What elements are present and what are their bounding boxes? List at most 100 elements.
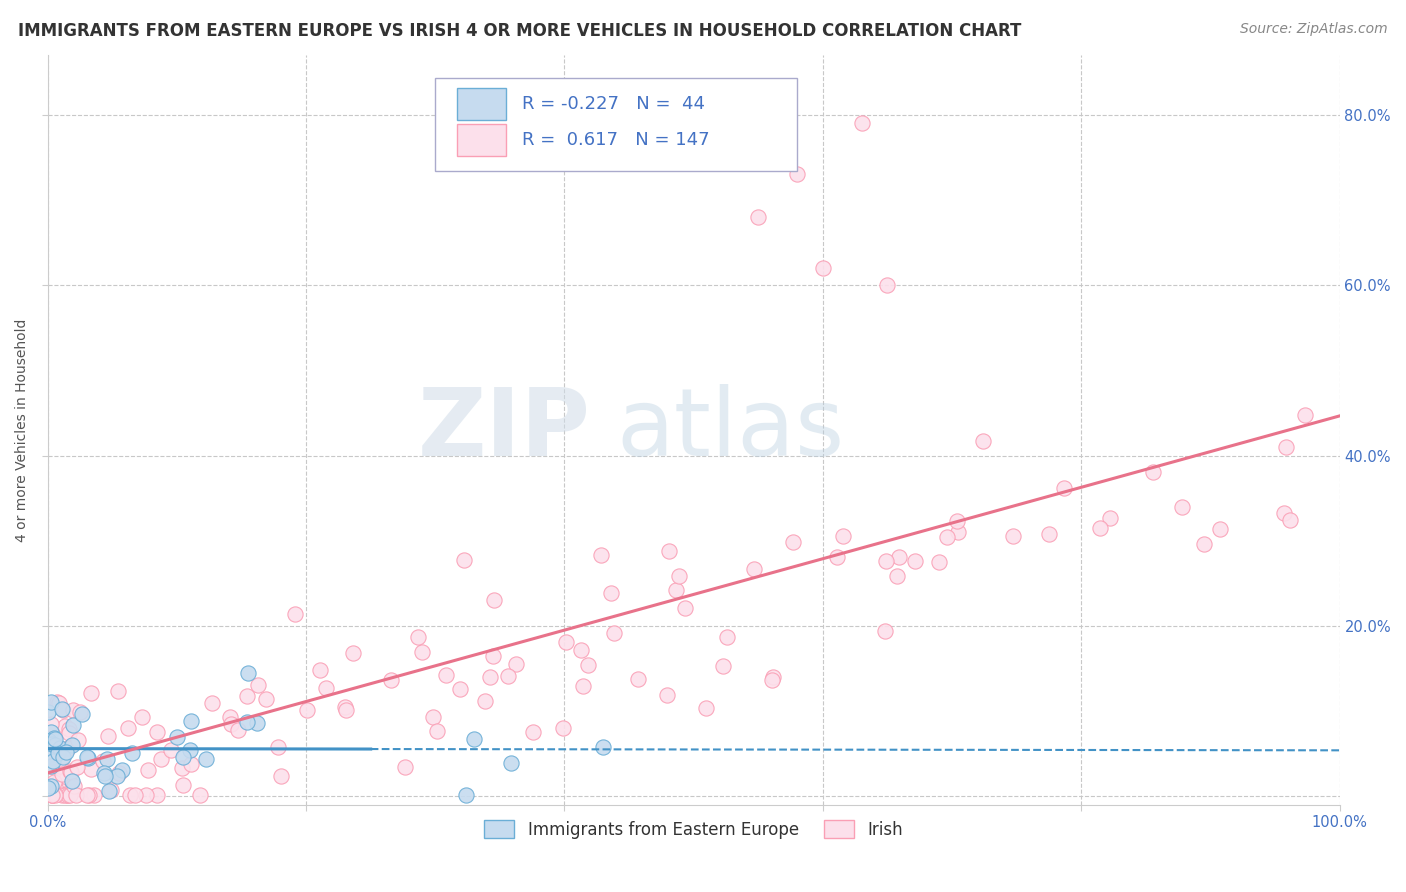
Point (827, 550, 849, 565)
Point (454, 788, 477, 802)
Point (77, 788, 100, 802)
Point (39, 724, 62, 739)
Point (58, 725, 80, 739)
Point (1275, 440, 1298, 454)
Point (62, 717, 84, 731)
Point (1294, 409, 1316, 423)
Point (136, 763, 159, 777)
Point (1272, 506, 1295, 520)
Point (426, 724, 449, 739)
Point (551, 721, 574, 735)
Point (434, 668, 457, 682)
Point (42, 749, 65, 764)
Point (668, 569, 690, 583)
Point (76, 749, 98, 764)
Text: IMMIGRANTS FROM EASTERN EUROPE VS IRISH 4 OR MORE VEHICLES IN HOUSEHOLD CORRELAT: IMMIGRANTS FROM EASTERN EUROPE VS IRISH … (18, 22, 1022, 40)
Point (484, 592, 506, 607)
Point (166, 730, 188, 744)
Text: R =  0.617   N = 147: R = 0.617 N = 147 (522, 131, 710, 149)
Point (602, 626, 624, 640)
Point (39, 695, 62, 709)
Bar (457, 88, 506, 120)
Point (56, 788, 79, 802)
Point (41, 788, 63, 802)
Point (180, 757, 202, 772)
Point (53, 719, 76, 733)
Point (60, 738, 83, 752)
Point (53, 788, 76, 802)
Point (411, 645, 433, 659)
Point (179, 743, 201, 757)
Point (832, 529, 855, 543)
Point (37, 780, 59, 795)
Point (146, 725, 169, 739)
Point (52, 749, 75, 764)
Point (69, 705, 91, 719)
Point (48, 696, 70, 710)
Point (1192, 537, 1215, 551)
Point (195, 752, 218, 766)
Point (811, 261, 834, 276)
Point (946, 514, 969, 528)
Point (449, 681, 471, 696)
Point (928, 556, 950, 570)
Point (107, 684, 129, 698)
Point (1208, 522, 1230, 536)
Point (554, 635, 576, 649)
Point (592, 739, 614, 754)
Point (254, 692, 277, 706)
Point (876, 278, 898, 293)
Point (93, 766, 115, 780)
Point (1098, 511, 1121, 525)
Point (55, 745, 77, 759)
Point (135, 788, 157, 802)
Point (886, 569, 908, 583)
Point (1171, 500, 1194, 515)
Point (108, 766, 131, 780)
Point (170, 761, 193, 775)
Point (716, 630, 738, 644)
Point (121, 747, 143, 761)
Point (60, 765, 83, 780)
Point (76, 788, 98, 802)
Point (463, 731, 485, 746)
Point (342, 646, 364, 660)
Point (218, 710, 240, 724)
FancyBboxPatch shape (436, 78, 797, 171)
Point (505, 657, 527, 671)
Point (236, 665, 259, 680)
Point (46, 746, 69, 760)
Point (422, 710, 444, 724)
Point (49, 740, 72, 755)
Point (600, 586, 623, 600)
Point (42, 786, 65, 800)
Point (46, 695, 69, 709)
Point (172, 778, 194, 792)
Point (146, 788, 169, 802)
Point (762, 670, 785, 684)
Point (120, 788, 142, 802)
Point (55, 788, 77, 802)
Point (747, 210, 769, 224)
Point (576, 657, 599, 672)
Point (79, 685, 101, 699)
Point (236, 689, 259, 703)
Point (761, 673, 783, 687)
Point (297, 703, 319, 717)
Point (569, 643, 592, 657)
Point (875, 624, 897, 638)
Point (904, 554, 927, 568)
Text: R = -0.227   N =  44: R = -0.227 N = 44 (522, 95, 704, 113)
Point (58, 723, 80, 737)
Point (39, 737, 62, 751)
Point (315, 681, 337, 695)
Point (571, 679, 593, 693)
Point (48, 759, 70, 773)
Point (44, 738, 66, 752)
Point (744, 562, 766, 576)
Point (39, 717, 62, 731)
Point (44, 788, 66, 802)
Bar (457, 124, 506, 155)
Point (52, 764, 75, 779)
Point (267, 739, 290, 754)
